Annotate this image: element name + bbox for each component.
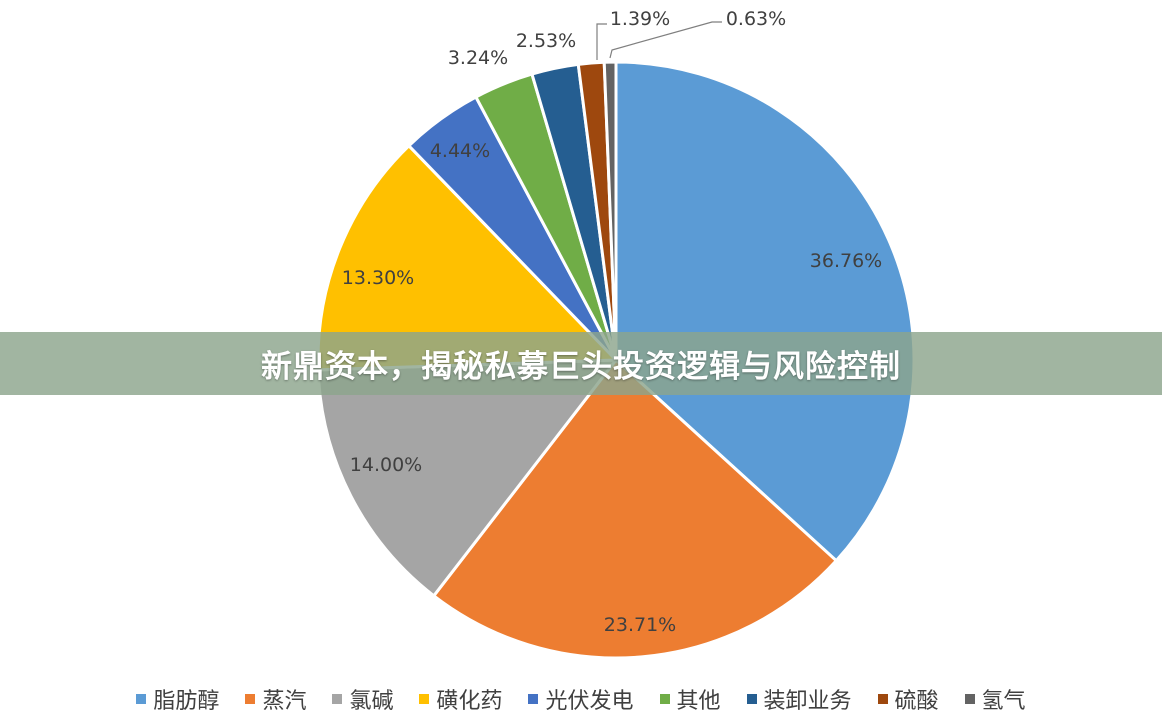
- pie-slice-9: [602, 60, 618, 361]
- legend-label: 蒸汽: [262, 689, 307, 714]
- banner-title: 新鼎资本，揭秘私募巨头投资逻辑与风险控制: [261, 349, 901, 385]
- legend-swatch: [136, 694, 147, 704]
- legend-label: 磺化药: [436, 689, 503, 714]
- legend-item-1: 脂肪醇: [136, 683, 219, 715]
- data-label-5: 4.44%: [430, 140, 490, 162]
- pie-slice-3: [316, 358, 620, 598]
- legend-item-3: 氯碱: [332, 683, 393, 715]
- pie-slice-1: [614, 60, 916, 563]
- legend-swatch: [659, 694, 670, 704]
- data-label-9: 0.63%: [726, 8, 786, 30]
- legend-item-6: 其他: [659, 683, 721, 715]
- legend-swatch: [332, 694, 343, 704]
- legend-swatch: [245, 694, 256, 704]
- data-label-7: 2.53%: [516, 30, 576, 52]
- legend-swatch: [746, 694, 757, 704]
- chart-legend: 脂肪醇 蒸汽 氯碱 磺化药 光伏发电 其他 装卸业务 硫酸 氢气: [0, 683, 1162, 715]
- data-label-1: 36.76%: [810, 250, 882, 272]
- data-label-8: 1.39%: [610, 8, 670, 30]
- leader-line-8: [596, 23, 607, 60]
- data-label-2: 23.71%: [604, 614, 676, 636]
- data-label-6: 3.24%: [448, 47, 508, 69]
- legend-item-7: 装卸业务: [746, 683, 852, 715]
- leader-line-9: [609, 21, 722, 59]
- legend-label: 氢气: [981, 689, 1026, 714]
- legend-item-9: 氢气: [964, 683, 1026, 715]
- legend-label: 其他: [676, 689, 721, 714]
- legend-item-4: 磺化药: [419, 683, 502, 715]
- data-label-3: 14.00%: [350, 454, 422, 476]
- legend-swatch: [964, 694, 975, 704]
- data-label-4: 13.30%: [342, 267, 414, 289]
- legend-label: 光伏发电: [545, 689, 634, 714]
- legend-item-8: 硫酸: [877, 683, 939, 715]
- legend-swatch: [528, 694, 539, 704]
- legend-item-5: 光伏发电: [528, 683, 634, 715]
- title-banner: 新鼎资本，揭秘私募巨头投资逻辑与风险控制: [0, 332, 1162, 395]
- legend-label: 硫酸: [894, 689, 939, 714]
- legend-label: 脂肪醇: [153, 689, 220, 714]
- pie-slice-2: [431, 357, 839, 660]
- legend-label: 氯碱: [349, 689, 394, 714]
- legend-swatch: [877, 694, 888, 704]
- legend-swatch: [419, 694, 430, 704]
- legend-item-2: 蒸汽: [245, 683, 306, 715]
- legend-label: 装卸业务: [763, 689, 852, 714]
